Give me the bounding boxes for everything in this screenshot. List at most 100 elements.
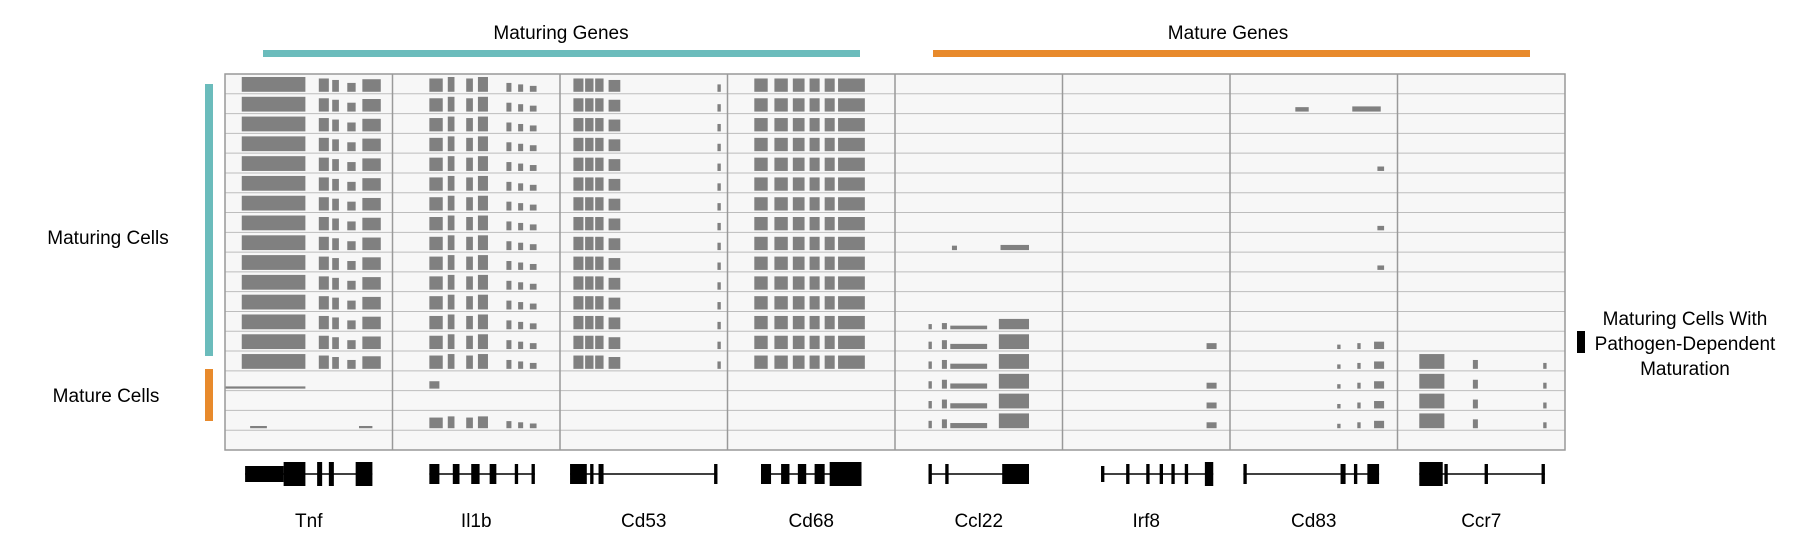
coverage-block: [595, 256, 604, 270]
coverage-block: [1374, 401, 1385, 409]
coverage-block: [332, 218, 339, 231]
coverage-block: [506, 181, 512, 191]
coverage-block: [1357, 362, 1361, 369]
coverage-block: [1357, 343, 1361, 350]
coverage-block: [809, 296, 820, 310]
coverage-block: [608, 317, 621, 330]
coverage-block: [608, 357, 621, 369]
coverage-block: [1374, 341, 1385, 350]
coverage-block: [809, 315, 820, 330]
coverage-block: [518, 321, 524, 330]
coverage-block: [792, 78, 805, 92]
gene-models: [245, 462, 1545, 486]
coverage-block: [717, 262, 721, 270]
gene-model-exon: [328, 462, 334, 486]
coverage-block: [754, 315, 768, 330]
coverage-block: [332, 297, 339, 310]
coverage-block: [774, 335, 788, 350]
mature-genes-header: Mature Genes: [1168, 23, 1288, 44]
coverage-block: [824, 296, 835, 310]
coverage-block: [1357, 422, 1361, 429]
gene-model-exon: [1340, 464, 1346, 484]
coverage-block: [573, 256, 584, 270]
coverage-block: [774, 157, 788, 171]
coverage-block: [838, 276, 865, 290]
coverage-block: [1374, 420, 1385, 429]
coverage-block: [941, 419, 947, 429]
coverage-block: [792, 315, 805, 330]
coverage-block: [951, 245, 957, 251]
coverage-block: [595, 118, 604, 132]
coverage-block: [347, 221, 356, 231]
coverage-block: [362, 356, 381, 369]
coverage-block: [774, 217, 788, 231]
mature-cells-bar: [205, 369, 213, 421]
coverage-block: [717, 163, 721, 171]
coverage-block: [466, 335, 473, 350]
coverage-block: [809, 177, 820, 191]
coverage-block: [466, 296, 473, 310]
coverage-block: [429, 315, 443, 330]
coverage-block: [477, 274, 488, 290]
coverage-block: [241, 96, 306, 112]
coverage-block: [754, 157, 768, 171]
coverage-block: [362, 296, 381, 310]
coverage-block: [518, 341, 524, 350]
coverage-block: [529, 263, 537, 270]
coverage-block: [518, 302, 524, 310]
coverage-block: [585, 137, 594, 152]
coverage-block: [359, 425, 373, 429]
coverage-block: [754, 197, 768, 211]
coverage-block: [1337, 364, 1341, 369]
coverage-block: [585, 217, 594, 231]
coverage-block: [585, 256, 594, 270]
coverage-block: [838, 197, 865, 211]
coverage-block: [838, 78, 865, 92]
coverage-block: [998, 354, 1029, 369]
coverage-block: [809, 137, 820, 152]
gene-model-exon: [1159, 464, 1163, 484]
gene-label: Irf8: [1133, 511, 1160, 532]
coverage-block: [477, 334, 488, 350]
coverage-block: [1352, 106, 1381, 112]
coverage-block: [506, 280, 512, 290]
coverage-block: [429, 137, 443, 152]
coverage-block: [466, 256, 473, 270]
coverage-block: [477, 156, 488, 171]
coverage-block: [318, 98, 329, 112]
coverage-block: [585, 296, 594, 310]
gene-label: Ccl22: [954, 511, 1003, 532]
coverage-block: [754, 217, 768, 231]
coverage-block: [241, 314, 306, 330]
gene-label: Cd83: [1291, 511, 1336, 532]
gene-names: Tnf Il1b Cd53 Cd68 Ccl22 Irf8 Cd83 Ccr7: [295, 511, 1501, 532]
coverage-block: [347, 142, 356, 152]
coverage-block: [447, 116, 455, 132]
coverage-block: [447, 416, 455, 429]
coverage-block: [362, 79, 381, 92]
coverage-block: [809, 256, 820, 270]
coverage-block: [792, 98, 805, 112]
coverage-block: [595, 78, 604, 92]
coverage-block: [529, 283, 537, 290]
coverage-block: [1337, 423, 1341, 429]
coverage-block: [838, 355, 865, 369]
coverage-block: [1357, 382, 1361, 389]
coverage-block: [477, 416, 488, 429]
coverage-block: [529, 145, 537, 152]
coverage-block: [1337, 344, 1341, 350]
coverage-block: [585, 197, 594, 211]
coverage-block: [950, 325, 988, 330]
coverage-block: [429, 217, 443, 231]
gene-model-exon: [590, 464, 594, 484]
coverage-block: [573, 118, 584, 132]
coverage-block: [717, 203, 721, 211]
gene-model-exon: [814, 464, 825, 484]
coverage-block: [928, 324, 932, 330]
coverage-block: [838, 118, 865, 132]
coverage-block: [717, 361, 721, 369]
gene-model-exon: [761, 464, 772, 484]
coverage-block: [362, 237, 381, 251]
coverage-block: [792, 177, 805, 191]
gene-model-exon: [1419, 462, 1443, 486]
